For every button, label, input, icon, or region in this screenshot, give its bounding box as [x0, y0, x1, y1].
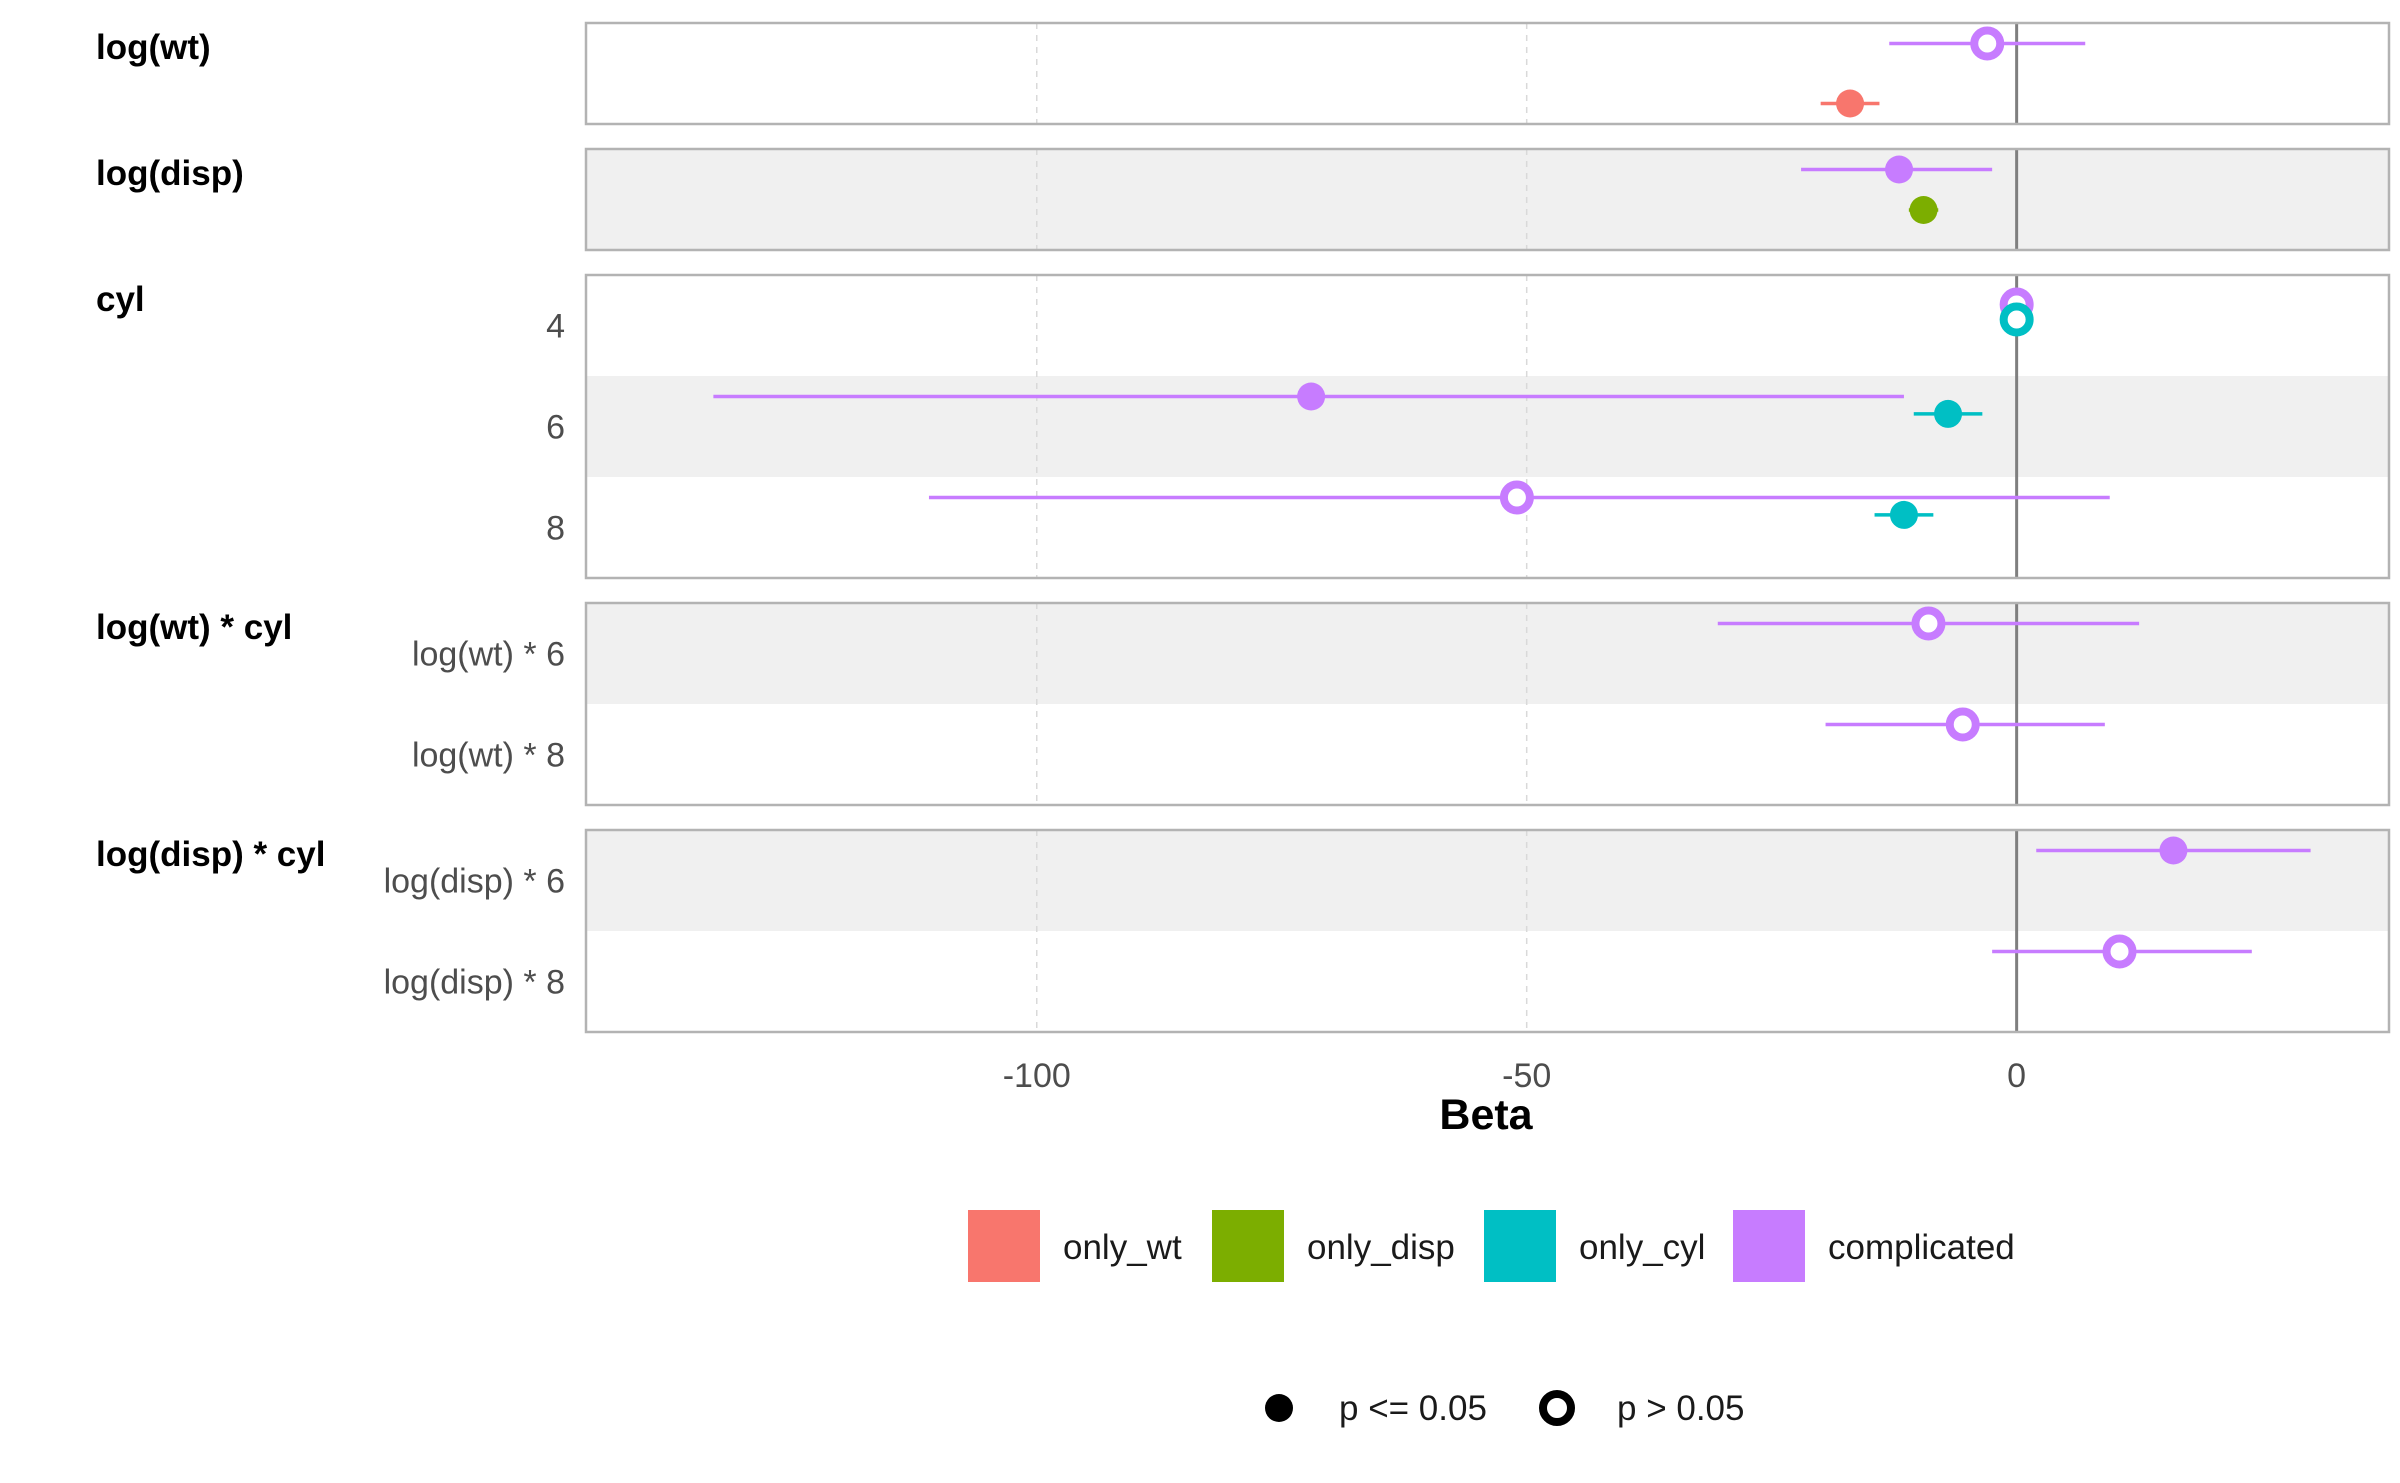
row-band: [586, 149, 2389, 250]
legend: only_wt only_disp only_cyl complicated p <= …: [968, 1210, 2015, 1428]
group-label: log(disp): [96, 154, 244, 193]
estimate-point-only_disp: [1909, 196, 1938, 224]
row-label: 4: [546, 308, 565, 346]
legend-label-only_disp: only_disp: [1307, 1228, 1455, 1267]
estimate-point-only_cyl: [1889, 500, 1918, 529]
x-tick-label: 0: [2007, 1057, 2026, 1095]
x-axis: -100 -50 0: [1003, 1057, 2026, 1095]
legend-swatch-only_cyl: [1484, 1210, 1556, 1282]
group-label: log(wt): [96, 28, 211, 67]
x-tick-label: -100: [1003, 1057, 1071, 1095]
panel-border: [584, 828, 2391, 1034]
x-axis-title: Beta: [1439, 1091, 1533, 1139]
row-band: [586, 830, 2389, 931]
row-label: 8: [546, 510, 565, 548]
estimate-point-complicated: [1297, 382, 1326, 411]
row-band: [586, 23, 2389, 124]
legend-label-significance: p > 0.05: [1617, 1389, 1744, 1428]
panel-border: [584, 21, 2391, 126]
row-label: log(wt) * 8: [412, 737, 565, 775]
row-band: [586, 376, 2389, 477]
group-label: log(wt) * cyl: [96, 608, 292, 647]
estimate-point-only_cyl: [1934, 399, 1963, 428]
x-tick-label: -50: [1502, 1057, 1551, 1095]
estimate-point-only_wt: [1836, 89, 1865, 118]
row-label: 6: [546, 409, 565, 447]
row-band: [586, 275, 2389, 376]
group-label: cyl: [96, 280, 145, 319]
estimate-point-only_cyl: [1999, 302, 2034, 337]
legend-label-only_cyl: only_cyl: [1579, 1228, 1705, 1267]
estimate-point-complicated: [1970, 26, 2005, 61]
row-band: [586, 477, 2389, 578]
legend-swatch-only_disp: [1212, 1210, 1284, 1282]
legend-marker-not-significant: [1539, 1390, 1575, 1426]
panel-border: [584, 601, 2391, 807]
row-label: log(disp) * 8: [384, 964, 565, 1002]
legend-swatch-only_wt: [968, 1210, 1040, 1282]
legend-label-complicated: complicated: [1828, 1228, 2015, 1267]
row-label: log(wt) * 6: [412, 636, 565, 674]
panel-layer: [586, 23, 2389, 1032]
row-label: log(disp) * 6: [384, 863, 565, 901]
row-band: [586, 603, 2389, 704]
estimate-point-complicated: [1499, 480, 1534, 515]
row-band: [586, 931, 2389, 1032]
estimate-point-complicated: [2159, 836, 2188, 865]
legend-label-only_wt: only_wt: [1063, 1228, 1182, 1267]
panel-border: [584, 147, 2391, 252]
point-layer: [713, 26, 2311, 969]
estimate-point-complicated: [1885, 155, 1914, 184]
legend-label-significance: p <= 0.05: [1339, 1389, 1487, 1428]
legend-swatch-complicated: [1733, 1210, 1805, 1282]
label-layer: log(wt) log(disp) cyl 4 6 8 log(wt) * cyl log(w…: [96, 28, 565, 1002]
panel-border: [584, 273, 2391, 580]
gridline-layer: [1036, 23, 1528, 1032]
estimate-point-complicated: [1911, 606, 1946, 641]
estimate-point-complicated: [1945, 707, 1980, 742]
legend-marker-significant: [1265, 1394, 1293, 1422]
group-label: log(disp) * cyl: [96, 835, 325, 874]
estimate-point-complicated: [2102, 934, 2137, 969]
reference-line-layer: [584, 21, 2391, 1034]
row-band: [586, 704, 2389, 805]
